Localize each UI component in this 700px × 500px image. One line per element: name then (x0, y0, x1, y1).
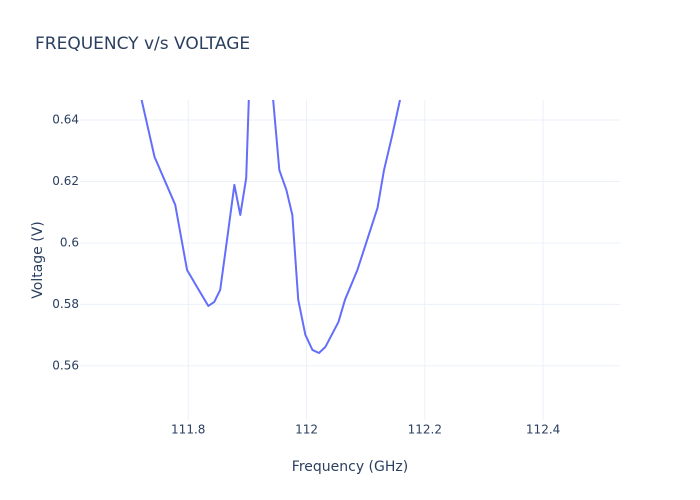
grid (80, 100, 620, 420)
line (140, 100, 402, 354)
y-tick-label: 0.58 (52, 297, 79, 311)
x-tick-label: 112.4 (526, 423, 560, 437)
chart-title: FREQUENCY v/s VOLTAGE (35, 34, 250, 54)
x-axis-title: Frequency (GHz) (292, 459, 408, 475)
y-tick-label: 0.56 (52, 358, 79, 372)
y-tick-label: 0.64 (52, 112, 79, 126)
x-tick-label: 112.2 (408, 423, 442, 437)
plot-area (140, 100, 402, 354)
y-tick-label: 0.62 (52, 174, 79, 188)
y-axis-title: Voltage (V) (30, 221, 46, 298)
x-tick-label: 112 (295, 423, 318, 437)
y-tick-label: 0.6 (60, 235, 79, 249)
x-tick-label: 111.8 (171, 423, 205, 437)
